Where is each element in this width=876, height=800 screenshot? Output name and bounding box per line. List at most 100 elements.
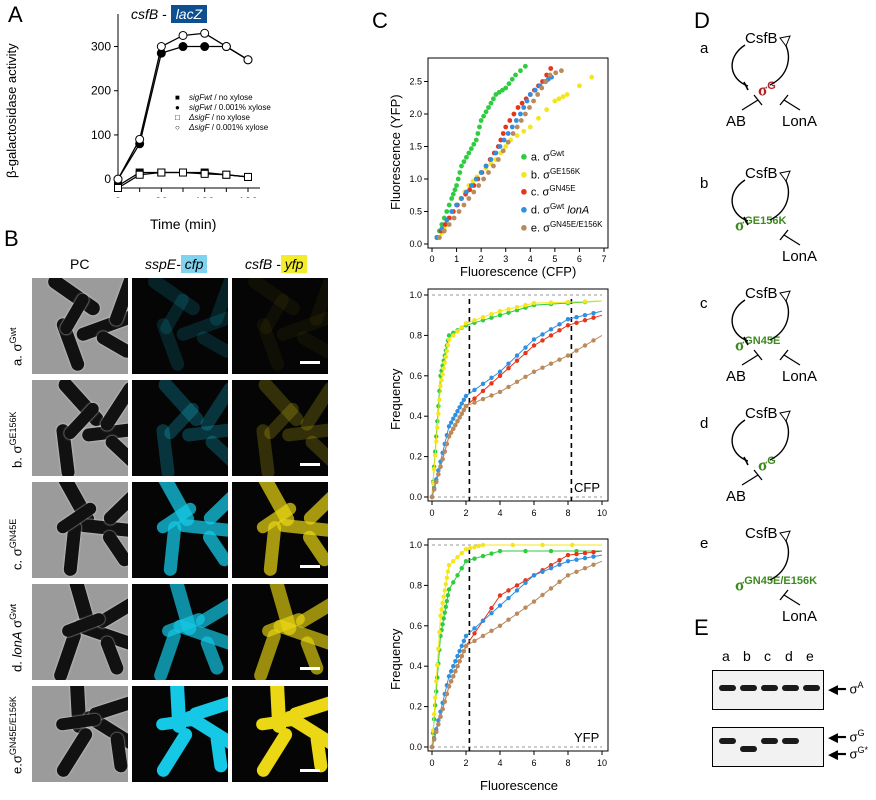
c1-point	[478, 170, 484, 175]
cdf-point	[463, 321, 469, 326]
c1-point	[488, 100, 494, 106]
c1-ytick-label: 0.5	[409, 207, 422, 217]
panel-b-header-yfp-gene: csfB -	[245, 256, 281, 272]
a-legend-text: / no xylose	[212, 93, 253, 102]
panel-c-scatter-xlabel: Fluorescence (CFP)	[460, 264, 577, 279]
c1-point	[473, 176, 479, 182]
cdf-point	[523, 374, 528, 380]
cdf-point	[444, 575, 450, 581]
cdf-point	[444, 348, 450, 354]
cdf-point	[506, 617, 511, 622]
cdf-point	[451, 558, 456, 564]
cdf-point	[446, 424, 452, 429]
c1-point	[552, 98, 558, 104]
a-legend-row: ○ ΔsigF / 0.001% xylose	[175, 123, 271, 133]
cdf-point	[565, 317, 571, 322]
c1-point	[488, 157, 494, 162]
d-ab-inhibit	[741, 99, 759, 111]
cdf-point	[582, 550, 588, 556]
cdf-point	[540, 569, 545, 574]
cdf-point	[457, 415, 462, 420]
cdf-ytick-label: 0.2	[409, 702, 422, 712]
d-activation-arc	[769, 416, 790, 461]
c1-point	[456, 209, 462, 214]
cdf-line	[431, 314, 603, 498]
cdf-point	[440, 600, 445, 606]
cdf-point	[497, 308, 503, 314]
d-lona-bar	[779, 94, 789, 106]
b-cell-rod	[54, 725, 95, 780]
a-ytick-label: 100	[91, 128, 111, 142]
c1-point	[436, 235, 442, 240]
a-point	[135, 170, 144, 179]
c1-point	[577, 83, 582, 89]
panel-c-label: C	[372, 8, 388, 33]
c1-point	[466, 196, 472, 201]
cdf-ytick-label: 1.0	[409, 540, 422, 550]
panel-a-title-box: lacZ	[170, 5, 208, 23]
e-lane-label: c	[764, 648, 771, 664]
c1-point	[452, 187, 458, 193]
c1-point	[536, 115, 541, 121]
b-row-prefix: c. σ	[9, 548, 25, 570]
cdf-point	[429, 494, 435, 500]
cdf-point	[540, 332, 545, 337]
cdf-point	[480, 396, 486, 402]
cdf-point	[442, 588, 447, 593]
cdf-point	[480, 553, 486, 559]
b-micrograph-pc	[32, 584, 128, 680]
c-legend-text: e. σ	[530, 222, 550, 235]
cdf-point	[457, 658, 462, 664]
cdf-point	[461, 397, 467, 402]
cdf-point	[506, 588, 511, 593]
cdf-point	[548, 586, 554, 591]
cdf-ytick-label: 0.6	[409, 621, 422, 631]
cdf-point	[463, 546, 469, 552]
cdf-point	[506, 366, 511, 371]
panel-a-label: A	[8, 2, 23, 27]
c-legend-row: ● e. σGN45E/E156K	[520, 218, 602, 236]
cdf-point	[540, 542, 545, 548]
cdf-point	[489, 311, 494, 317]
d-net-arrows	[731, 410, 791, 486]
e-band-sigA	[782, 685, 799, 691]
a-point	[200, 28, 210, 38]
d-lona-inhibit	[783, 354, 801, 366]
panel-b-header-pc: PC	[70, 256, 90, 272]
e-lane-label: e	[806, 648, 814, 664]
c1-point	[503, 144, 509, 149]
cdf-point	[591, 315, 596, 320]
d-arrowhead	[779, 410, 791, 423]
panel-c-cdf-yfp: 0 2 4 6 8 10 0.0 0.2 0.4 0.6 0.8 1.0	[409, 538, 609, 768]
cdf-point	[434, 439, 439, 444]
cdf-point	[540, 592, 545, 598]
d-ab-bar	[753, 469, 763, 481]
b-row-prefix: d.	[9, 657, 25, 672]
c1-point	[476, 183, 482, 188]
cdf-point	[459, 550, 464, 556]
d-inhibition-bar	[743, 216, 749, 226]
c1-point	[444, 209, 450, 214]
cdf-point	[523, 302, 528, 308]
e-lane-label: a	[722, 648, 730, 664]
cdf-point	[489, 315, 494, 320]
b-row-sup: Gwt	[8, 603, 18, 620]
cdf-point	[514, 353, 520, 358]
c1-point	[500, 131, 506, 136]
cdf-point	[437, 388, 442, 394]
cdf-point	[531, 300, 537, 306]
cdf-point	[582, 318, 588, 323]
d-lona-inhibit	[783, 99, 801, 111]
a-legend-marker: ■	[175, 93, 180, 102]
cdf-point	[531, 369, 537, 374]
cdf-point	[565, 552, 571, 558]
e-band-sigG	[740, 746, 757, 752]
b-cell-rod	[154, 725, 195, 780]
cdf-point	[476, 543, 481, 549]
scale-bar	[300, 667, 320, 670]
cdf-ytick-label: 0.0	[409, 742, 422, 752]
c1-point	[503, 124, 509, 130]
cdf-point	[557, 328, 562, 333]
a-xtick-label: 180	[238, 195, 258, 198]
cdf-point	[436, 472, 441, 477]
